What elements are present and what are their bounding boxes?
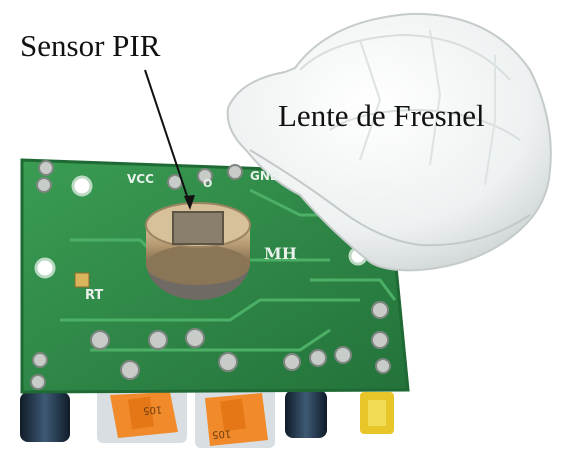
jumper-yellow <box>360 392 394 434</box>
sensor-pointer-arrow <box>144 69 191 206</box>
potentiometer-1 <box>97 385 187 443</box>
pot-1-marking: 105 <box>142 403 163 416</box>
sensor-pointer-arrowhead <box>184 195 195 210</box>
pot-2-marking: 105 <box>211 427 232 440</box>
sensor-pir-label: Sensor PIR <box>20 28 161 63</box>
solder-joints <box>30 160 391 390</box>
capacitor-left <box>20 392 70 442</box>
gnd-marking: GND <box>250 169 280 183</box>
vcc-marking: VCC <box>127 172 154 186</box>
pir-sensor <box>145 202 251 300</box>
fresnel-lens <box>226 12 552 272</box>
pin-marking: O <box>203 177 213 190</box>
rt-marking: RT <box>85 288 104 303</box>
fresnel-lens-label: Lente de Fresnel <box>278 98 485 133</box>
capacitor-right <box>285 390 327 438</box>
potentiometer-2 <box>195 388 275 448</box>
mh-marking: MH <box>264 244 297 263</box>
